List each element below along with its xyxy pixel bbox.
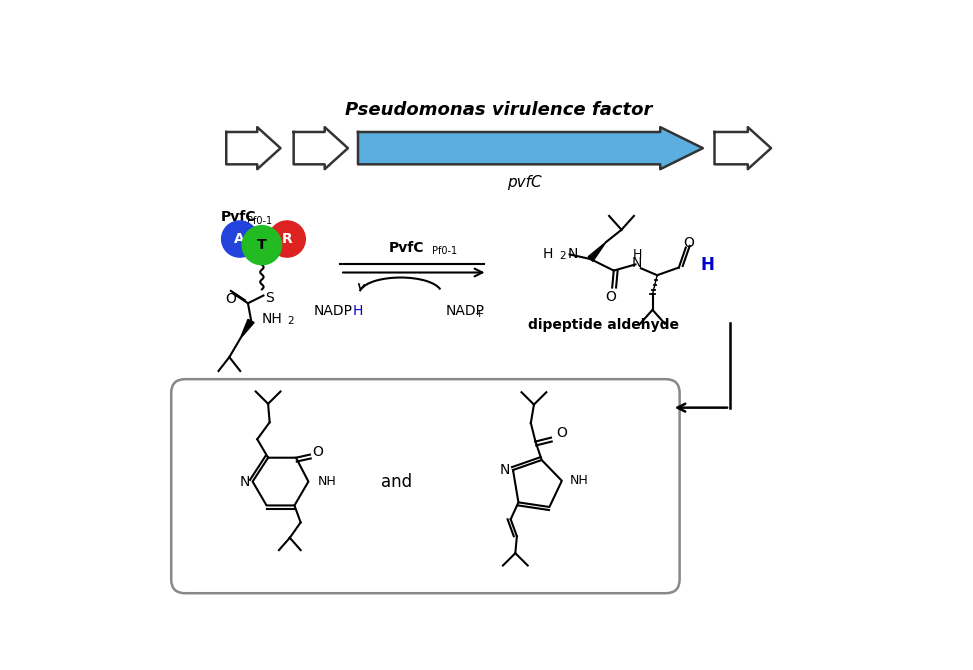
- Text: O: O: [605, 289, 616, 304]
- Text: O: O: [683, 236, 695, 250]
- Polygon shape: [294, 127, 348, 170]
- Text: S: S: [265, 291, 273, 305]
- Text: H: H: [543, 247, 554, 261]
- Text: O: O: [226, 291, 236, 306]
- Text: 2: 2: [287, 316, 294, 326]
- Text: H: H: [353, 304, 363, 318]
- Text: NADP: NADP: [446, 304, 485, 318]
- Text: N: N: [631, 256, 642, 270]
- Text: R: R: [282, 232, 293, 246]
- Text: N: N: [500, 463, 511, 477]
- Polygon shape: [588, 242, 606, 261]
- Text: NH: NH: [262, 312, 282, 326]
- Text: T: T: [257, 238, 267, 252]
- Text: Pf0-1: Pf0-1: [432, 246, 457, 255]
- Text: H: H: [701, 256, 714, 274]
- FancyBboxPatch shape: [171, 379, 679, 593]
- Text: +: +: [475, 309, 485, 319]
- Text: N: N: [239, 474, 250, 488]
- Text: 2: 2: [559, 251, 566, 261]
- Polygon shape: [240, 320, 254, 338]
- Text: pvfC: pvfC: [507, 175, 542, 190]
- Text: dipeptide aldehyde: dipeptide aldehyde: [528, 318, 679, 332]
- Text: NH: NH: [318, 475, 337, 488]
- Circle shape: [269, 221, 306, 257]
- Circle shape: [242, 226, 281, 265]
- Polygon shape: [358, 127, 703, 170]
- Text: A: A: [234, 232, 245, 246]
- Text: O: O: [557, 426, 567, 440]
- Polygon shape: [714, 127, 771, 170]
- Text: Pseudomonas virulence factor: Pseudomonas virulence factor: [345, 100, 653, 119]
- Text: PvfC: PvfC: [221, 210, 256, 224]
- Text: O: O: [312, 444, 323, 458]
- Polygon shape: [227, 127, 280, 170]
- Text: N: N: [568, 247, 578, 261]
- Text: NH: NH: [569, 474, 589, 487]
- Circle shape: [222, 221, 258, 257]
- Text: H: H: [632, 248, 641, 261]
- Text: NADP: NADP: [313, 304, 352, 318]
- Text: and: and: [381, 473, 413, 491]
- Text: Pf0-1: Pf0-1: [247, 216, 272, 226]
- Text: PvfC: PvfC: [388, 241, 424, 255]
